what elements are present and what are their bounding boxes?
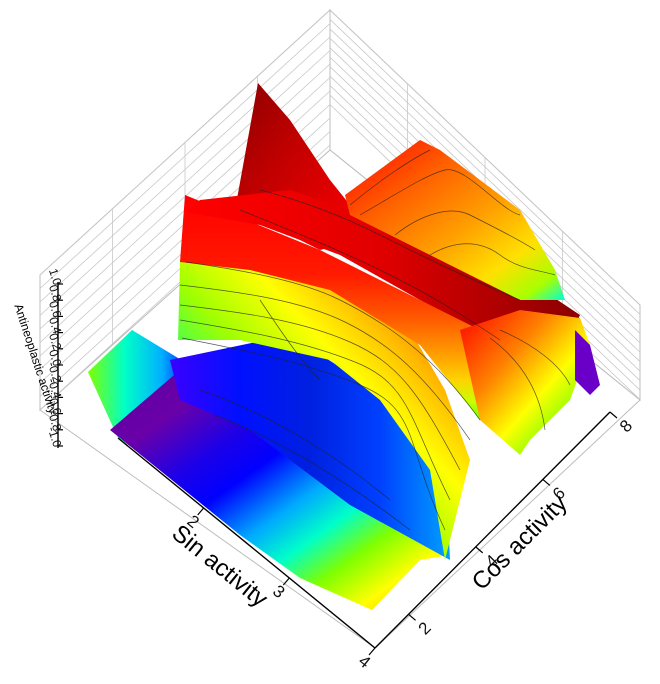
- y-tick-label: 8: [616, 416, 636, 436]
- z-tick-label: 0.2: [46, 332, 65, 353]
- y-axis-line: [374, 411, 611, 649]
- z-tick-label: 1.0: [46, 267, 65, 288]
- z-tick-label: -0.6: [45, 393, 65, 417]
- surface-valley: [170, 335, 450, 560]
- contour-line: [429, 243, 556, 276]
- z-tick-label: -1.0: [45, 425, 65, 449]
- y-tick-mark: [542, 478, 551, 486]
- y-tick-mark: [475, 546, 484, 554]
- z-tick-label: -0.4: [45, 376, 65, 400]
- z-tick-labels: 1.00.80.60.40.20.0-0.2-0.4-0.6-0.8-1.0: [45, 267, 65, 449]
- contour-line: [489, 337, 546, 431]
- z-tick-label: -0.2: [45, 360, 65, 384]
- z-tick-label: 0.0: [46, 348, 65, 369]
- x-tick-label: 4: [355, 651, 374, 672]
- x-tick-mark: [282, 577, 290, 586]
- contour-line: [181, 337, 446, 531]
- contour-line: [185, 261, 481, 421]
- contour-line: [499, 329, 571, 386]
- contour-line: [199, 389, 391, 501]
- surface-right-tongue: [460, 310, 590, 455]
- surface-far-right-tip: [575, 330, 600, 395]
- surface: [88, 83, 600, 610]
- contour-line: [214, 414, 411, 531]
- contour-line: [239, 209, 501, 341]
- z-tick-label: -0.8: [45, 409, 65, 433]
- y-tick-mark: [408, 613, 416, 621]
- surface-band: [185, 190, 580, 360]
- z-tick-label: 0.6: [46, 299, 65, 320]
- x-tick-mark: [197, 507, 205, 516]
- surface-red-ridge: [180, 195, 500, 420]
- contour-line: [179, 319, 451, 501]
- contour-line: [349, 149, 431, 206]
- contour-line: [259, 299, 321, 381]
- contour-line: [179, 304, 461, 471]
- x-tick-mark: [368, 647, 376, 656]
- contour-line: [394, 210, 536, 251]
- z-tick-label: 0.8: [46, 283, 65, 304]
- contour-lines: [179, 149, 571, 531]
- contour-line: [179, 284, 471, 441]
- z-tick-label: 0.4: [46, 315, 65, 336]
- surface-back-ridge: [345, 140, 565, 300]
- surface-front-wall: [110, 370, 450, 610]
- contour-line: [259, 189, 521, 301]
- contour-line: [359, 169, 521, 216]
- x-axis-line: [117, 437, 376, 649]
- y-tick-label: 2: [415, 618, 435, 638]
- axis-ticks: [58, 283, 618, 656]
- y-tick-mark: [609, 411, 618, 419]
